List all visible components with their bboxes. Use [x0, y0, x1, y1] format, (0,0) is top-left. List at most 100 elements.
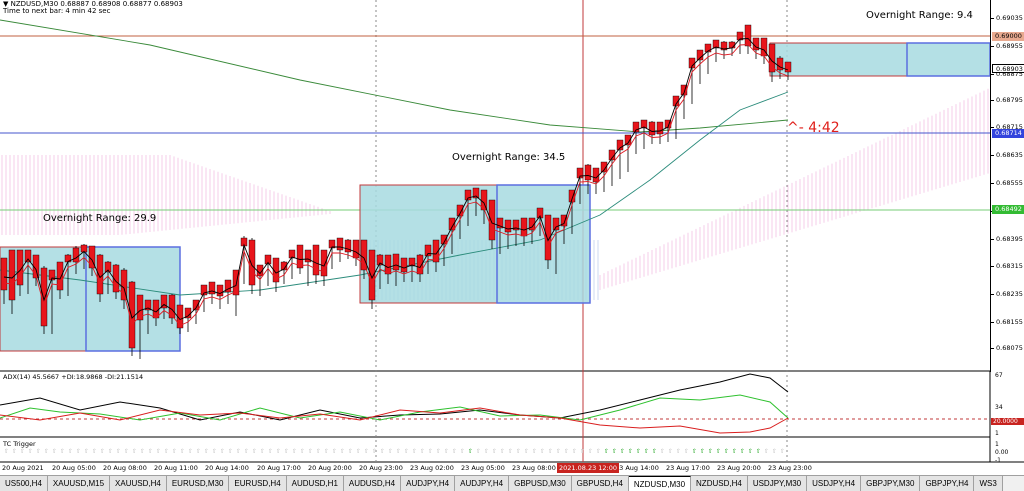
chart-tab[interactable]: USDJPY,M30: [747, 476, 808, 491]
chart-tab[interactable]: XAUUSD,M15: [47, 476, 111, 491]
chart-tab-bar: US500,H4 XAUUSD,M15 XAUUSD,H4 EURUSD,M30…: [0, 475, 1024, 491]
trigger-arrow-icon: ⇧: [652, 448, 657, 455]
chart-tab[interactable]: AUDUSD,H1: [286, 476, 344, 491]
trigger-arrow-icon: ⇧: [132, 448, 137, 455]
chart-tab[interactable]: USDJPY,H4: [807, 476, 862, 491]
trigger-arrow-icon: ⇧: [532, 448, 537, 455]
trigger-arrow-icon: ⇧: [68, 448, 73, 455]
chart-tab[interactable]: EURUSD,H4: [229, 476, 287, 491]
trigger-arrow-icon: ⇧: [100, 448, 105, 455]
candle-body: [608, 149, 616, 161]
chart-tab[interactable]: AUDJPY,H4: [401, 476, 456, 491]
trigger-arrow-icon: ⇧: [764, 448, 769, 455]
price-tick: 0.68555: [991, 179, 1023, 187]
candle-body: [584, 164, 592, 181]
candle-body: [280, 261, 288, 271]
candle-body: [712, 39, 720, 49]
chart-tab[interactable]: GBPUSD,M30: [509, 476, 572, 491]
candle-body: [384, 254, 392, 275]
trigger-arrow-icon: ⇧: [260, 448, 265, 455]
candle-body: [744, 24, 752, 47]
trigger-arrow-icon: ⇧: [404, 448, 409, 455]
trigger-arrow-icon: ⇧: [428, 448, 433, 455]
candle-body: [552, 217, 560, 231]
candle-body: [776, 57, 784, 71]
trigger-arrow-icon: ⇧: [732, 448, 737, 455]
candle-body: [400, 257, 408, 273]
chart-tab[interactable]: GBPJPY,M30: [861, 476, 921, 491]
chart-tab[interactable]: WS3: [974, 476, 1003, 491]
trigger-arrow-icon: ⇧: [412, 448, 417, 455]
resistance-price-badge: 0.69000: [992, 32, 1024, 41]
chart-tab[interactable]: AUDUSD,H4: [343, 476, 402, 491]
candle-body: [56, 261, 64, 291]
chart-tab[interactable]: GBPUSD,H4: [571, 476, 629, 491]
time-axis[interactable]: 20 Aug 2021 20 Aug 05:00 20 Aug 08:00 20…: [0, 462, 990, 474]
candle-body: [456, 204, 464, 217]
trigger-arrow-icon: ⇧: [140, 448, 145, 455]
chart-tab[interactable]: XAUUSD,H4: [110, 476, 167, 491]
time-tick: 23 Aug 17:00: [666, 464, 710, 472]
trigger-arrow-icon: ⇧: [564, 448, 569, 455]
candle-body: [136, 294, 144, 321]
candle-body: [424, 244, 432, 257]
candle-body: [392, 253, 400, 271]
candle-body: [160, 294, 168, 309]
trigger-arrow-icon: ⇧: [660, 448, 665, 455]
candle-body: [288, 249, 296, 259]
trigger-arrow-icon: ⇧: [588, 448, 593, 455]
tc-trigger-tick: 0.00: [995, 449, 1009, 456]
candle-body: [376, 254, 384, 266]
candle-body: [488, 199, 496, 241]
candle-body: [600, 161, 608, 173]
candle-body: [336, 237, 344, 251]
trigger-arrow-icon: ⇧: [236, 448, 241, 455]
candle-body: [152, 299, 160, 319]
candle-body: [352, 239, 360, 259]
price-tick: 0.68155: [991, 318, 1023, 326]
plus-di-line: [0, 394, 789, 421]
candle-body: [0, 257, 8, 291]
chart-tab[interactable]: EURUSD,M30: [166, 476, 230, 491]
candle-body: [640, 119, 648, 129]
trigger-arrow-icon: ⇧: [692, 448, 697, 455]
candle-body: [312, 244, 320, 276]
trigger-arrow-icon: ⇧: [348, 448, 353, 455]
candle-body: [168, 294, 176, 319]
trigger-arrow-icon: ⇧: [388, 448, 393, 455]
adx-indicator-label: ADX(14) 45.5667 +DI:18.9868 -DI:21.1514: [3, 373, 144, 381]
trigger-arrow-icon: ⇧: [380, 448, 385, 455]
trigger-arrow-icon: ⇧: [4, 448, 9, 455]
trigger-arrow-icon: ⇧: [324, 448, 329, 455]
candle-body: [368, 249, 376, 301]
candle-body: [592, 167, 600, 183]
trigger-arrow-icon: ⇧: [580, 448, 585, 455]
time-tick: 20 Aug 17:00: [257, 464, 301, 472]
candle-body: [16, 249, 24, 286]
adx-tick: 34: [995, 404, 1003, 411]
chart-tab[interactable]: US500,H4: [0, 476, 48, 491]
trigger-arrow-icon: ⇧: [524, 448, 529, 455]
chart-tab[interactable]: NZDUSD,H4: [691, 476, 748, 491]
chart-tab-active[interactable]: NZDUSD,M30: [628, 476, 692, 491]
overnight-range-label: Overnight Range: 29.9: [43, 213, 157, 224]
trigger-arrow-icon: ⇧: [108, 448, 113, 455]
price-tick: 0.68235: [991, 290, 1023, 298]
trigger-arrow-icon: ⇧: [332, 448, 337, 455]
overnight-range-label: Overnight Range: 9.4: [866, 10, 973, 21]
time-tick: 20 Aug 2021: [2, 464, 44, 472]
chart-tab[interactable]: AUDJPY,H4: [455, 476, 510, 491]
trigger-arrow-icon: ⇧: [268, 448, 273, 455]
candle-body: [528, 217, 536, 231]
price-axis[interactable]: 0.69035 0.68955 0.68875 0.68795 0.68715 0.686…: [990, 0, 1024, 372]
time-tick: 23 Aug 23:00: [768, 464, 812, 472]
trigger-arrow-icon: ⇧: [44, 448, 49, 455]
adx-tick: 67: [995, 372, 1003, 379]
trigger-arrow-icon: ⇧: [276, 448, 281, 455]
chart-tab[interactable]: GBPJPY,H4: [920, 476, 975, 491]
time-tick: 23 Aug 20:00: [717, 464, 761, 472]
candle-body: [224, 279, 232, 293]
candle-body: [304, 249, 312, 263]
